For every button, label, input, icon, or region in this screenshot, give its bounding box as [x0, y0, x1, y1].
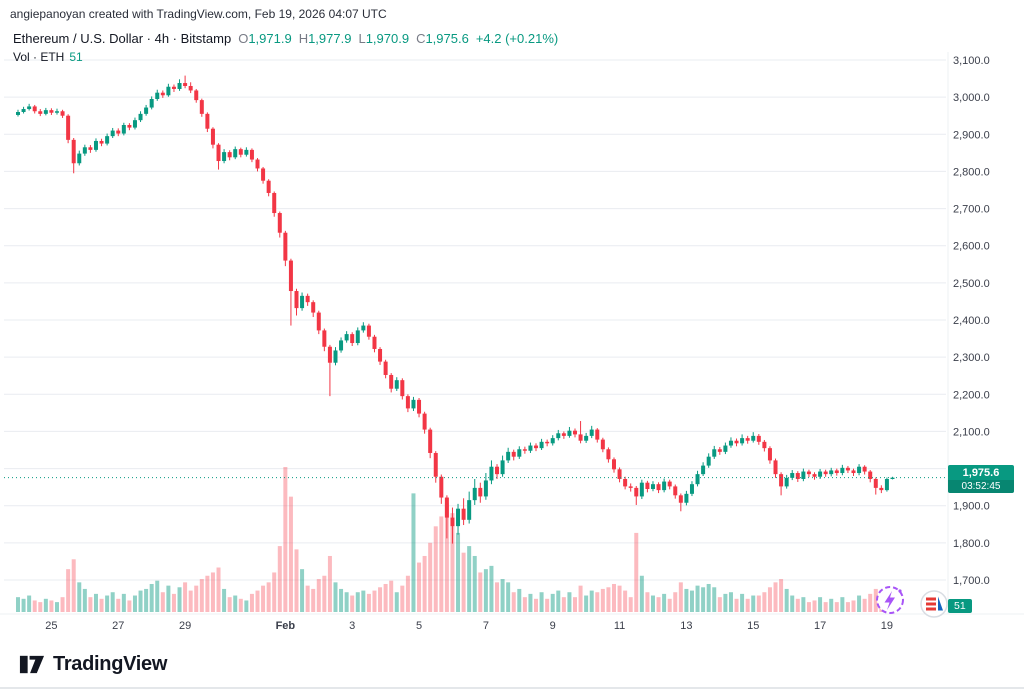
close-label: C — [416, 31, 426, 46]
svg-text:29: 29 — [179, 620, 191, 632]
tradingview-wordmark[interactable]: TradingView — [53, 652, 168, 675]
price-axis-labels[interactable]: 3,100.0 3,000.0 2,900.0 2,800.0 2,700.0 2,600… — [953, 55, 990, 587]
volume-axis-badge: 51 — [948, 599, 972, 613]
grid-layer — [4, 59, 946, 581]
svg-text:2,500.0: 2,500.0 — [953, 278, 990, 290]
svg-text:11: 11 — [614, 620, 625, 632]
open-label: O — [238, 31, 249, 46]
high-value: 1,977.9 — [308, 31, 352, 46]
svg-text:2,900.0: 2,900.0 — [953, 129, 990, 141]
svg-text:1,900.0: 1,900.0 — [953, 501, 990, 513]
lightning-sticker-icon — [874, 584, 906, 621]
bottom-divider — [0, 687, 1024, 689]
svg-text:2,300.0: 2,300.0 — [953, 352, 990, 364]
svg-text:7: 7 — [483, 620, 489, 632]
svg-text:5: 5 — [416, 620, 422, 632]
svg-text:2,600.0: 2,600.0 — [953, 241, 990, 253]
change-value: +4.2 (+0.21%) — [475, 31, 559, 46]
bar-countdown: 03:52:45 — [948, 479, 1014, 493]
low-label: L — [358, 31, 366, 46]
footer-bar: TradingView — [0, 642, 1024, 686]
svg-text:2,800.0: 2,800.0 — [953, 166, 990, 178]
volume-value: 51 — [69, 50, 83, 64]
svg-text:13: 13 — [680, 620, 692, 632]
close-value: 1,975.6 — [425, 31, 469, 46]
high-label: H — [298, 31, 309, 46]
svg-text:3: 3 — [349, 620, 355, 632]
svg-text:2,200.0: 2,200.0 — [953, 389, 990, 401]
symbol-title[interactable]: Ethereum / U.S. Dollar · 4h · Bitstamp — [13, 31, 232, 46]
svg-text:2,700.0: 2,700.0 — [953, 204, 990, 216]
svg-text:2,100.0: 2,100.0 — [953, 426, 990, 438]
svg-text:19: 19 — [881, 620, 893, 632]
volume-layer — [16, 467, 895, 612]
candlestick-chart[interactable]: 3,100.0 3,000.0 2,900.0 2,800.0 2,700.0 2,600… — [0, 0, 1024, 640]
svg-text:1,800.0: 1,800.0 — [953, 538, 990, 550]
svg-text:25: 25 — [45, 620, 57, 632]
symbol-info-row[interactable]: Ethereum / U.S. Dollar · 4h · Bitstamp O1… — [13, 31, 558, 46]
svg-text:3,000.0: 3,000.0 — [953, 92, 990, 104]
svg-text:15: 15 — [747, 620, 759, 632]
low-value: 1,970.9 — [365, 31, 410, 46]
svg-text:27: 27 — [112, 620, 124, 632]
last-price-value: 1,975.6 — [962, 466, 1000, 479]
svg-text:17: 17 — [814, 620, 826, 632]
volume-label: Vol · ETH — [13, 50, 65, 64]
chart-legend: Ethereum / U.S. Dollar · 4h · Bitstamp O1… — [13, 31, 558, 64]
last-price-badge: 1,975.6 03:52:45 — [948, 464, 1014, 493]
svg-text:9: 9 — [550, 620, 556, 632]
svg-text:2,400.0: 2,400.0 — [953, 315, 990, 327]
chart-flag-sticker-icon — [918, 588, 950, 625]
open-value: 1,971.9 — [248, 31, 292, 46]
svg-text:1,700.0: 1,700.0 — [953, 575, 990, 587]
volume-info-row[interactable]: Vol · ETH 51 — [13, 50, 558, 64]
candles-layer — [16, 75, 895, 544]
time-axis-labels[interactable]: 25 27 29 Feb 3 5 7 9 11 13 15 17 19 — [45, 620, 893, 632]
attribution-text: angiepanoyan created with TradingView.co… — [10, 7, 387, 21]
svg-text:3,100.0: 3,100.0 — [953, 55, 990, 67]
tradingview-logo-icon[interactable] — [18, 651, 45, 678]
svg-text:Feb: Feb — [276, 620, 296, 632]
